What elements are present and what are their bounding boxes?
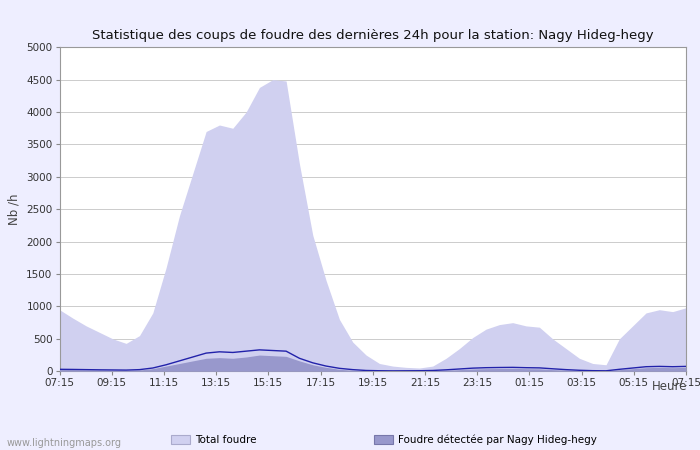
Legend: Total foudre, Moyenne de toutes les stations, Foudre détectée par Nagy Hideg-heg: Total foudre, Moyenne de toutes les stat…: [172, 435, 596, 450]
Y-axis label: Nb /h: Nb /h: [8, 194, 21, 225]
Text: www.lightningmaps.org: www.lightningmaps.org: [7, 438, 122, 448]
Title: Statistique des coups de foudre des dernières 24h pour la station: Nagy Hideg-he: Statistique des coups de foudre des dern…: [92, 29, 654, 42]
Text: Heure: Heure: [652, 380, 687, 393]
